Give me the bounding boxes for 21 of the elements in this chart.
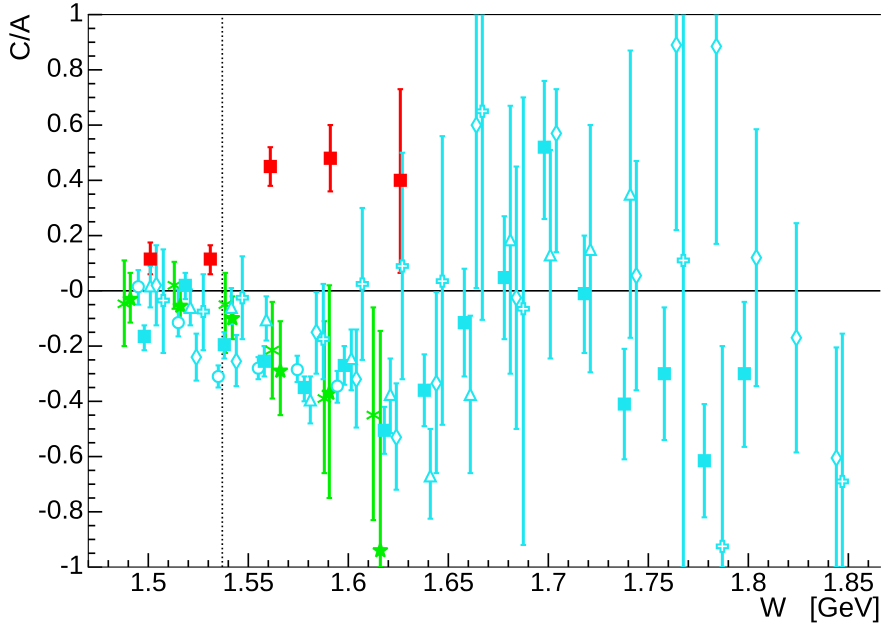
x-tick-label: 1.55 bbox=[224, 572, 273, 592]
y-tick-label: -1 bbox=[61, 556, 82, 574]
x-axis-title: W [GeV] bbox=[760, 596, 878, 622]
x-tick-label: 1.6 bbox=[332, 572, 366, 592]
y-tick-label: -0.6 bbox=[39, 444, 82, 464]
y-tick-label: -0 bbox=[61, 279, 82, 298]
x-tick-label: 1.7 bbox=[532, 572, 566, 592]
y-tick-label: 0.6 bbox=[48, 113, 82, 132]
y-tick-label: -0.2 bbox=[39, 334, 82, 354]
x-tick-label: 1.75 bbox=[624, 572, 673, 592]
y-tick-label: -0.8 bbox=[39, 500, 82, 519]
x-tick-label: 1.65 bbox=[424, 572, 473, 592]
x-tick-label: 1.5 bbox=[132, 572, 166, 592]
y-axis-title: C/A bbox=[9, 14, 30, 60]
y-tick-label: -0.4 bbox=[39, 390, 83, 408]
y-tick-label: 1 bbox=[70, 3, 82, 22]
y-tick-label: 0.2 bbox=[48, 224, 82, 243]
x-tick-label: 1.85 bbox=[824, 572, 873, 592]
y-tick-label: 0.4 bbox=[48, 168, 83, 188]
y-tick-label: 0.8 bbox=[48, 58, 82, 77]
x-tick-label: 1.8 bbox=[732, 572, 766, 592]
